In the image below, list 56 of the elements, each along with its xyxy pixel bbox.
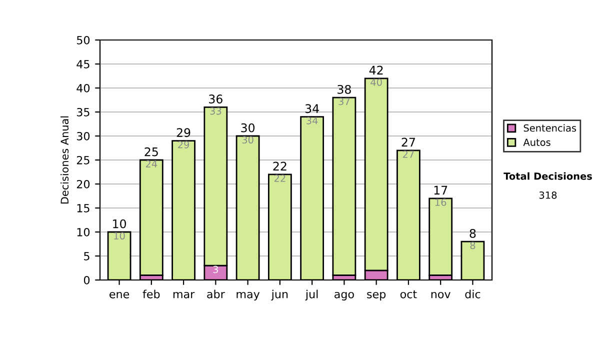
bar <box>332 96 356 276</box>
data-label: 3 <box>213 266 218 274</box>
total-label: 22 <box>273 162 286 171</box>
total-label: 42 <box>369 66 383 75</box>
text: Total Decisiones <box>504 172 592 180</box>
x-tick-label: dic <box>465 290 480 298</box>
x-tick-label: oct <box>400 290 417 298</box>
x-tick-label: sep <box>367 292 386 300</box>
y-tick-label: 20 <box>76 180 90 188</box>
y-axis-title: Decisiones Anual <box>60 116 69 204</box>
total-label: 34 <box>305 104 319 114</box>
total-label: 8 <box>470 228 476 238</box>
bar <box>139 159 164 276</box>
y-tick-label: 40 <box>76 84 90 92</box>
data-label: 40 <box>370 78 382 86</box>
y-tick-label: 15 <box>77 204 90 212</box>
data-label: 27 <box>402 150 414 158</box>
data-label: 33 <box>210 107 222 115</box>
x-tick-label: nov <box>431 292 450 298</box>
data-label: 24 <box>146 160 158 168</box>
x-tick-label: jul <box>305 290 318 300</box>
data-label: 16 <box>435 198 446 206</box>
legend-label: Sentencias <box>524 124 576 132</box>
data-label: 10 <box>114 232 125 240</box>
data-label: 30 <box>242 136 254 144</box>
x-tick-label: ene <box>110 292 130 298</box>
y-tick-label: 50 <box>76 36 90 44</box>
x-tick-label: feb <box>142 290 160 298</box>
total-label: 25 <box>144 147 158 156</box>
y-tick-label: 30 <box>76 132 90 140</box>
total-label: 38 <box>338 84 351 94</box>
total-label: 17 <box>434 186 448 195</box>
total-label: 30 <box>241 123 255 132</box>
y-tick-label: 5 <box>84 252 90 260</box>
data-label: 29 <box>178 140 190 148</box>
bar <box>428 198 453 276</box>
total-label: 36 <box>209 94 222 104</box>
total-label: 29 <box>176 128 190 138</box>
x-tick-label: may <box>236 292 260 300</box>
x-tick-label: abr <box>207 290 225 298</box>
data-label: 34 <box>306 116 318 124</box>
x-tick-label: mar <box>173 292 195 298</box>
y-tick-label: 25 <box>76 156 90 164</box>
data-label: 22 <box>274 174 286 182</box>
total-label: 10 <box>113 219 126 228</box>
x-tick-label: ago <box>334 292 354 300</box>
y-tick-label: 0 <box>84 276 90 284</box>
y-tick-label: 45 <box>76 60 90 68</box>
x-tick-label: jun <box>271 290 288 300</box>
data-label: 37 <box>338 98 350 106</box>
total-label: 27 <box>402 138 415 147</box>
text: 318 <box>539 191 557 199</box>
y-tick-label: 35 <box>76 108 90 116</box>
y-tick-label: 10 <box>77 228 90 236</box>
data-label: 8 <box>470 242 476 250</box>
legend-label: Autos <box>523 138 550 146</box>
